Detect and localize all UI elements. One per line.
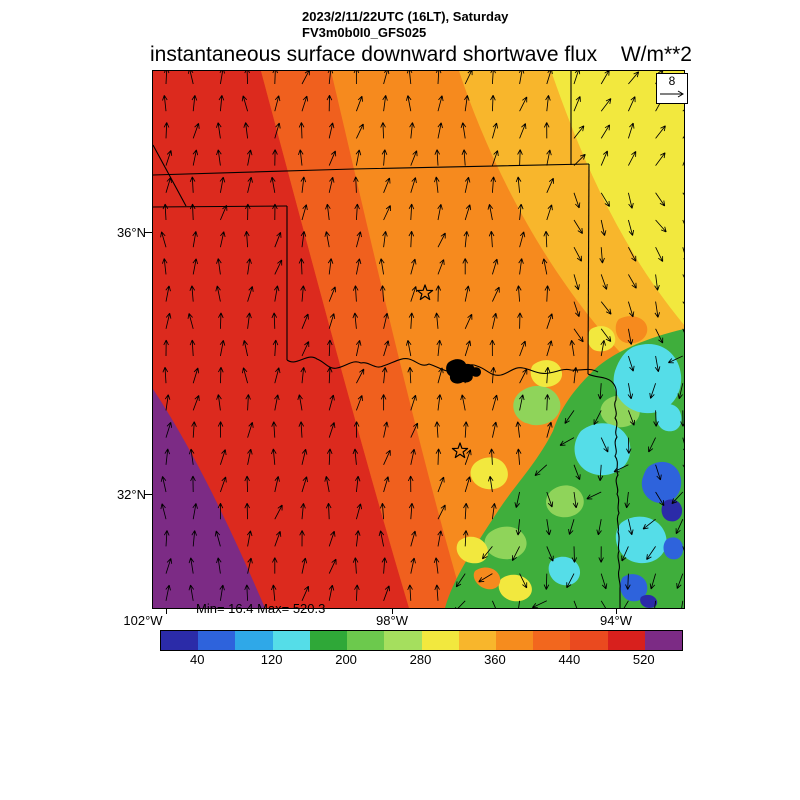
- flux-region-yellow-280-320: [551, 71, 684, 325]
- colorbar-cell: [607, 631, 645, 650]
- flux-region-cloud-darkblue: [640, 499, 683, 608]
- lat-tick-label-36n: 36°N: [116, 225, 146, 240]
- colorbar-labels: 40 120 200 280 360 440 520: [160, 652, 681, 668]
- colorbar-tick-label: 520: [632, 652, 655, 667]
- colorbar-cell: [533, 631, 571, 650]
- colorbar-cell: [347, 631, 385, 650]
- lat-tick-mark: [144, 232, 152, 233]
- lon-tick-mark: [616, 609, 617, 614]
- colorbar: [160, 630, 683, 651]
- wind-reference-key: 8: [656, 73, 688, 104]
- flux-region-cloud-blue: [620, 461, 684, 602]
- colorbar-cell: [235, 631, 273, 650]
- datetime-title: 2023/2/11/22UTC (16LT), Saturday: [302, 9, 509, 24]
- main-title: instantaneous surface downward shortwave…: [150, 43, 598, 66]
- colorbar-cell: [161, 631, 199, 650]
- colorbar-tick-label: 440: [558, 652, 581, 667]
- map-plot-area: [152, 70, 685, 609]
- flux-region-cloud-yellow-patches: [456, 326, 616, 602]
- minmax-stats: Min= 16.4 Max= 520.3: [196, 601, 326, 616]
- lat-tick-mark: [144, 494, 152, 495]
- state-border-line: [153, 144, 187, 207]
- colorbar-tick-label: 200: [335, 652, 357, 667]
- colorbar-tick-label: 40: [189, 652, 205, 667]
- colorbar-cell: [421, 631, 459, 650]
- star-marker: [416, 284, 434, 301]
- state-border-line: [587, 163, 590, 375]
- colorbar-cell: [309, 631, 348, 650]
- lon-tick-label-102w: 102°W: [123, 613, 163, 628]
- wind-reference-value: 8: [668, 74, 676, 88]
- state-border-line: [153, 205, 288, 208]
- colorbar-tick-label: 120: [260, 652, 283, 667]
- state-border-line: [153, 163, 590, 176]
- colorbar-cell: [458, 631, 496, 650]
- colorbar-cell: [570, 631, 608, 650]
- flux-region-darkorange-400-440: [261, 71, 465, 608]
- model-title: FV3m0b0I0_GFS025: [302, 25, 427, 40]
- colorbar-cell: [384, 631, 422, 650]
- colorbar-cell: [272, 631, 310, 650]
- wind-arrows: [160, 71, 684, 608]
- flux-region-red-440-520: [153, 71, 409, 608]
- wind-reference-arrow-icon: [660, 90, 684, 98]
- flux-region-purple-over-520: [153, 389, 265, 608]
- state-border-line: [587, 373, 621, 608]
- colorbar-cell: [198, 631, 236, 650]
- colorbar-tick-label: 360: [484, 652, 506, 667]
- lon-tick-mark: [166, 609, 167, 614]
- colorbar-cell: [644, 631, 683, 650]
- lon-tick-label-94w: 94°W: [600, 613, 632, 628]
- flux-wind-map: [153, 71, 684, 608]
- colorbar-tick-label: 280: [409, 652, 432, 667]
- units-label: W/m**2: [620, 43, 692, 66]
- colorbar-cell: [495, 631, 534, 650]
- star-marker: [451, 442, 469, 459]
- lon-tick-label-98w: 98°W: [376, 613, 408, 628]
- lat-tick-label-32n: 32°N: [116, 487, 146, 502]
- lon-tick-mark: [392, 609, 393, 614]
